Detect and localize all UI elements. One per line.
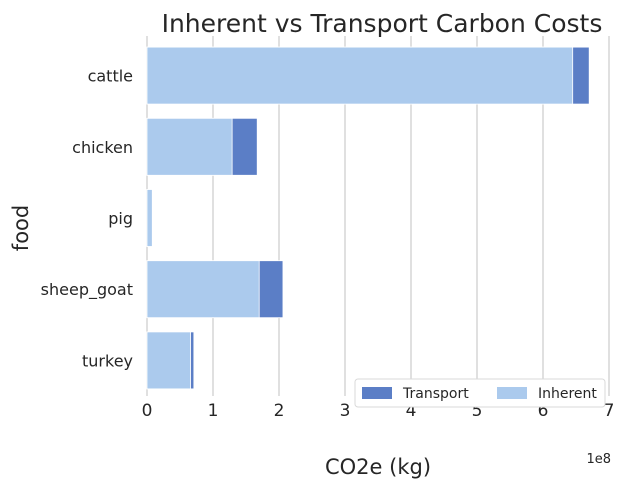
x-tick-label: 5: [472, 401, 483, 421]
legend-swatch-transport: [362, 387, 392, 399]
legend-label-inherent: Inherent: [538, 386, 597, 402]
y-tick-label: chicken: [72, 138, 133, 157]
legend-swatch-inherent: [497, 387, 527, 399]
legend-label-transport: Transport: [402, 386, 469, 402]
x-scale-label: 1e8: [586, 452, 611, 467]
y-tick-label: turkey: [82, 351, 133, 370]
x-tick-label: 1: [208, 401, 219, 421]
x-axis-label: CO2e (kg): [325, 455, 431, 479]
bar-inherent-chicken: [146, 117, 233, 176]
bars: [146, 46, 590, 390]
y-axis-label: food: [9, 205, 33, 251]
bar-inherent-pig: [146, 189, 153, 247]
bar-inherent-sheep_goat: [146, 260, 260, 319]
bar-inherent-turkey: [146, 331, 191, 390]
y-tick-label: pig: [108, 209, 133, 228]
chart-title: Inherent vs Transport Carbon Costs: [162, 9, 603, 38]
x-tick-label: 0: [142, 401, 153, 421]
legend: Transport Inherent: [354, 378, 606, 408]
y-tick-label: sheep_goat: [41, 280, 133, 300]
bar-inherent-cattle: [146, 46, 574, 105]
x-tick-label: 7: [604, 401, 615, 421]
y-tick-label: cattle: [88, 67, 133, 86]
x-tick-labels: 0 1 2 3 4 5 6 7: [142, 401, 615, 421]
x-tick-label: 6: [538, 401, 549, 421]
x-tick-label: 3: [340, 401, 351, 421]
x-tick-label: 2: [274, 401, 285, 421]
legend-box: [354, 378, 606, 408]
x-tick-label: 4: [406, 401, 417, 421]
